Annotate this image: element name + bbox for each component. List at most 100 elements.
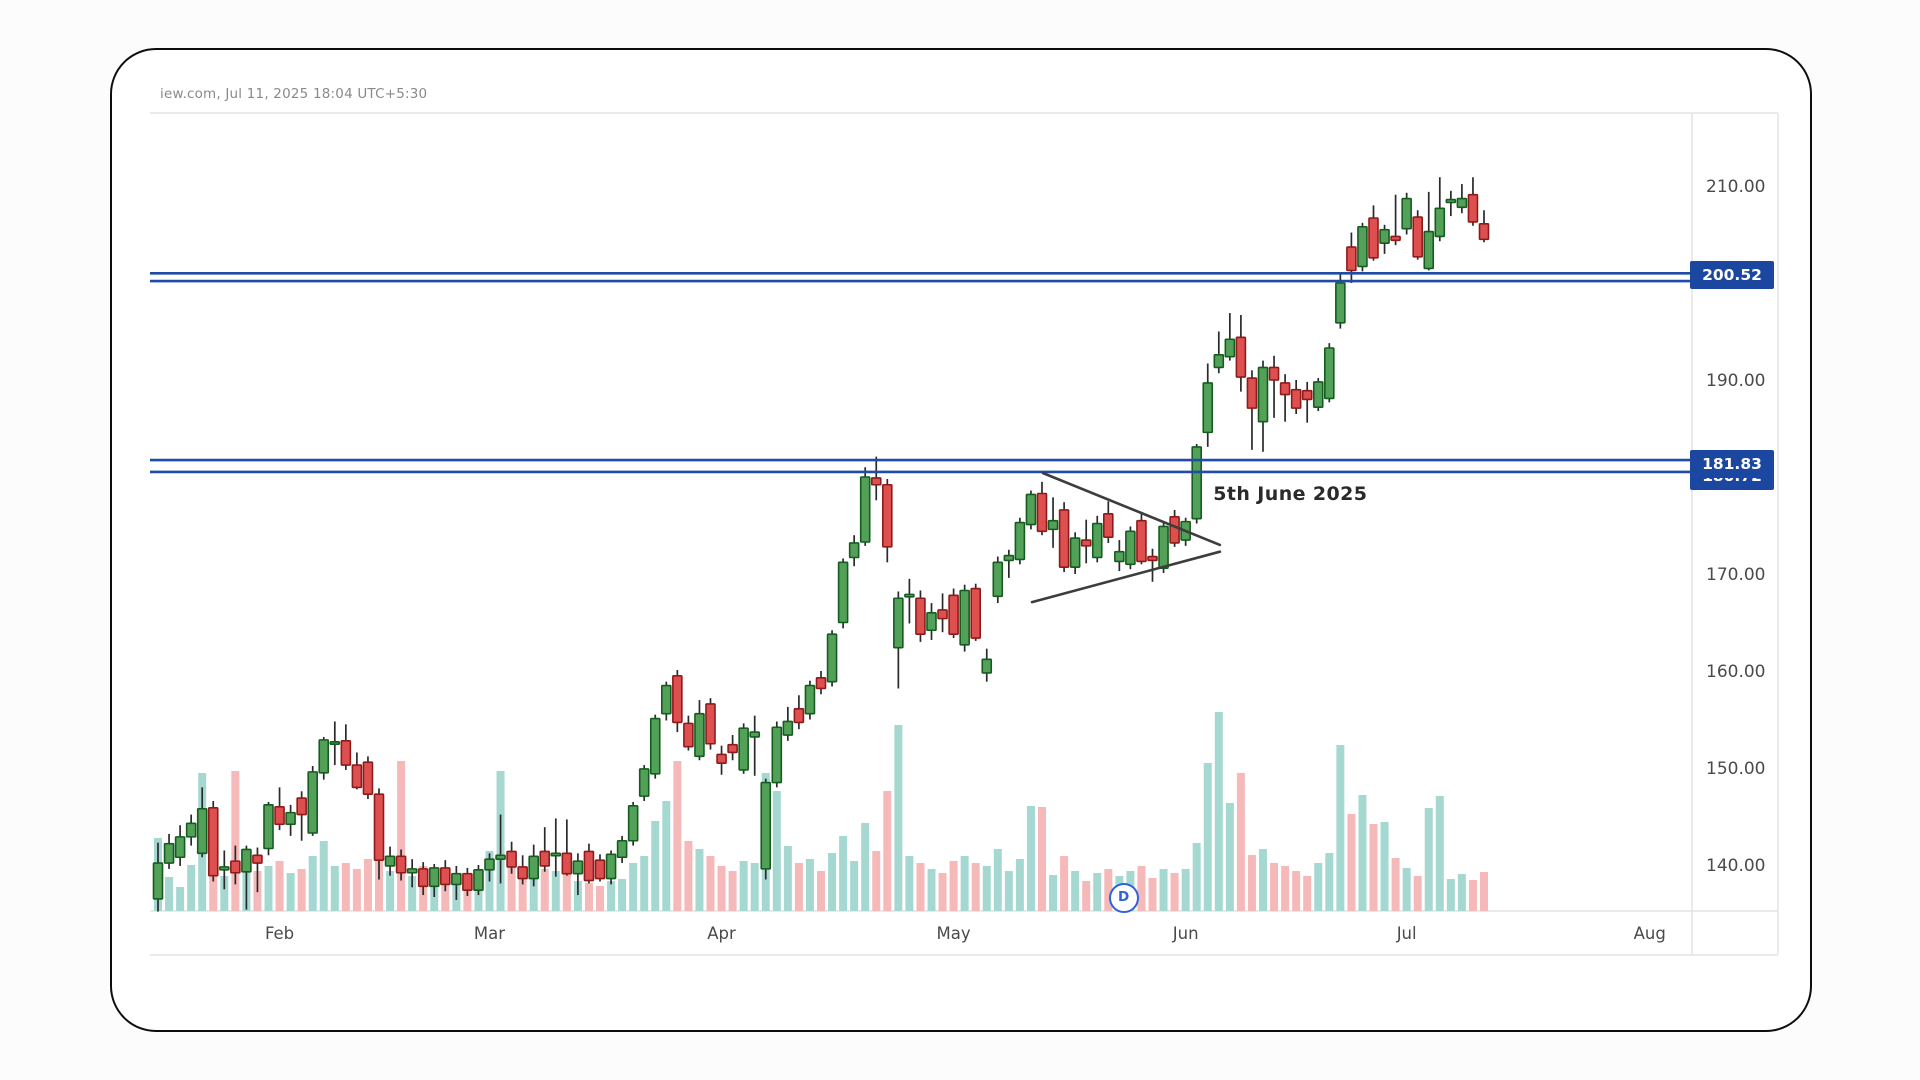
candle-body: [550, 852, 562, 857]
month-label-feb: Feb: [265, 924, 294, 943]
candle-body: [517, 866, 528, 880]
volume-bar: [1435, 796, 1444, 911]
candle-body: [384, 855, 396, 867]
volume-bar: [275, 861, 284, 911]
volume-bar: [220, 876, 229, 911]
candle-body: [859, 476, 871, 543]
candle-body: [926, 611, 937, 632]
volume-bar: [596, 886, 604, 911]
candle-body: [848, 542, 860, 559]
candle-body: [1224, 338, 1236, 358]
volume-bar: [1026, 806, 1035, 911]
candle-body: [594, 859, 606, 880]
candle-body: [252, 854, 263, 864]
volume-bar: [828, 853, 837, 911]
candle-body: [1478, 223, 1490, 241]
candle-body: [274, 805, 285, 826]
volume-bar: [1369, 824, 1378, 911]
volume-bar: [1413, 876, 1422, 911]
candle-body: [782, 720, 794, 736]
candle-body: [296, 797, 307, 816]
volume-bar: [1480, 872, 1488, 911]
watermark-text: iew.com, Jul 11, 2025 18:04 UTC+5:30: [160, 86, 428, 102]
candle-body: [230, 860, 241, 874]
volume-bar: [1159, 869, 1168, 911]
candle-body: [462, 872, 473, 892]
candle-body: [263, 804, 274, 850]
price-tick-label: 170.00: [1706, 565, 1765, 585]
volume-bar: [1214, 712, 1223, 911]
volume-bar: [783, 846, 792, 911]
volume-bar: [1325, 853, 1334, 911]
volume-bar: [629, 863, 638, 911]
volume-bar: [1093, 873, 1102, 911]
price-tick-label: 150.00: [1706, 759, 1765, 779]
month-label-jul: Jul: [1396, 924, 1417, 943]
candle-body: [1279, 382, 1291, 396]
volume-bar: [794, 863, 803, 911]
volume-bar: [551, 871, 560, 911]
volume-bar: [165, 877, 174, 911]
volume-bar: [883, 791, 892, 911]
volume-bar: [308, 856, 317, 911]
candle-body: [451, 872, 462, 886]
volume-bar: [518, 873, 527, 911]
volume-bar: [562, 866, 571, 911]
candle-body: [837, 561, 849, 624]
candle-body: [1147, 555, 1158, 562]
candle-body: [937, 609, 948, 620]
annotation-5th-june: 5th June 2025: [1213, 483, 1368, 506]
volume-bar: [1236, 773, 1245, 911]
candle-body: [771, 726, 783, 784]
volume-bar: [1225, 803, 1234, 911]
candle-body: [152, 862, 164, 900]
price-tick-label: 190.00: [1706, 371, 1765, 391]
volume-bar: [1270, 863, 1279, 911]
volume-bar: [1402, 868, 1411, 911]
candle-body: [219, 866, 230, 871]
candle-body: [738, 727, 749, 771]
volume-bar: [1347, 814, 1356, 911]
month-label-may: May: [937, 924, 971, 943]
candle-body: [1103, 513, 1114, 538]
volume-bar: [772, 791, 781, 911]
candle-body: [893, 597, 904, 649]
candle-body: [826, 633, 838, 683]
volume-bar: [352, 869, 361, 911]
volume-bar: [463, 883, 472, 911]
volume-bar: [1049, 875, 1058, 911]
candle-body: [207, 806, 219, 877]
volume-bar: [684, 841, 693, 911]
candle-body: [1047, 519, 1059, 531]
volume-bar: [1038, 807, 1046, 911]
candle-body: [1058, 509, 1070, 569]
candle-body: [627, 805, 639, 842]
candle-body: [1069, 537, 1081, 569]
candle-body: [793, 708, 805, 724]
month-label-aug: Aug: [1634, 924, 1666, 943]
volume-bar: [1391, 858, 1400, 911]
volume-bar: [408, 876, 417, 911]
candle-body: [683, 722, 694, 748]
candle-body: [1114, 550, 1125, 563]
candle-body: [417, 868, 429, 888]
volume-bar: [441, 881, 450, 911]
volume-bar: [507, 866, 516, 911]
volume-bar: [584, 883, 593, 911]
volume-bar: [1380, 822, 1389, 911]
candle-body: [1379, 228, 1390, 245]
pennant-line-upper: [1041, 471, 1222, 547]
volume-bar: [231, 771, 240, 911]
candle-body: [373, 793, 385, 861]
candle-body: [1125, 530, 1136, 566]
volume-bar: [949, 861, 958, 911]
volume-bar: [651, 821, 660, 911]
candle-body: [649, 717, 661, 775]
candle-body: [1445, 198, 1457, 204]
dividend-marker[interactable]: D: [1108, 883, 1139, 913]
candle-body: [672, 675, 683, 724]
candle-body: [1324, 347, 1335, 400]
candle-body: [395, 855, 407, 874]
candle-body: [1014, 521, 1026, 561]
